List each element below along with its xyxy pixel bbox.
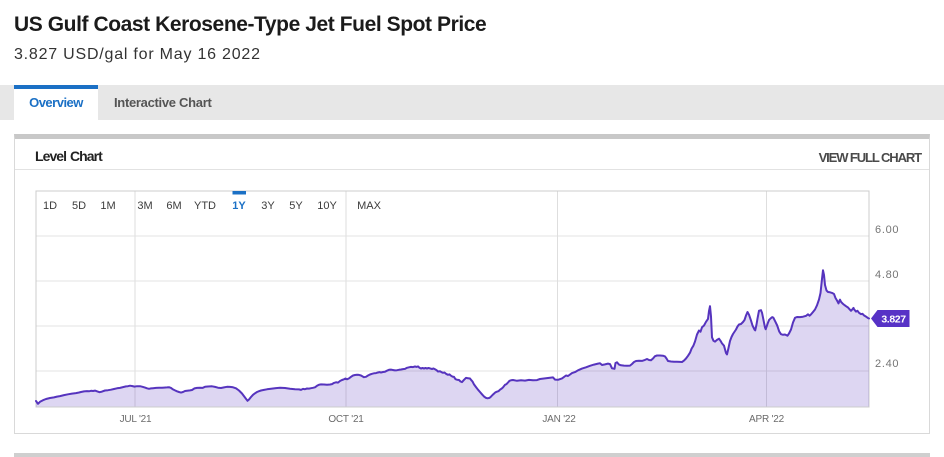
svg-text:3.827: 3.827 <box>881 313 906 325</box>
